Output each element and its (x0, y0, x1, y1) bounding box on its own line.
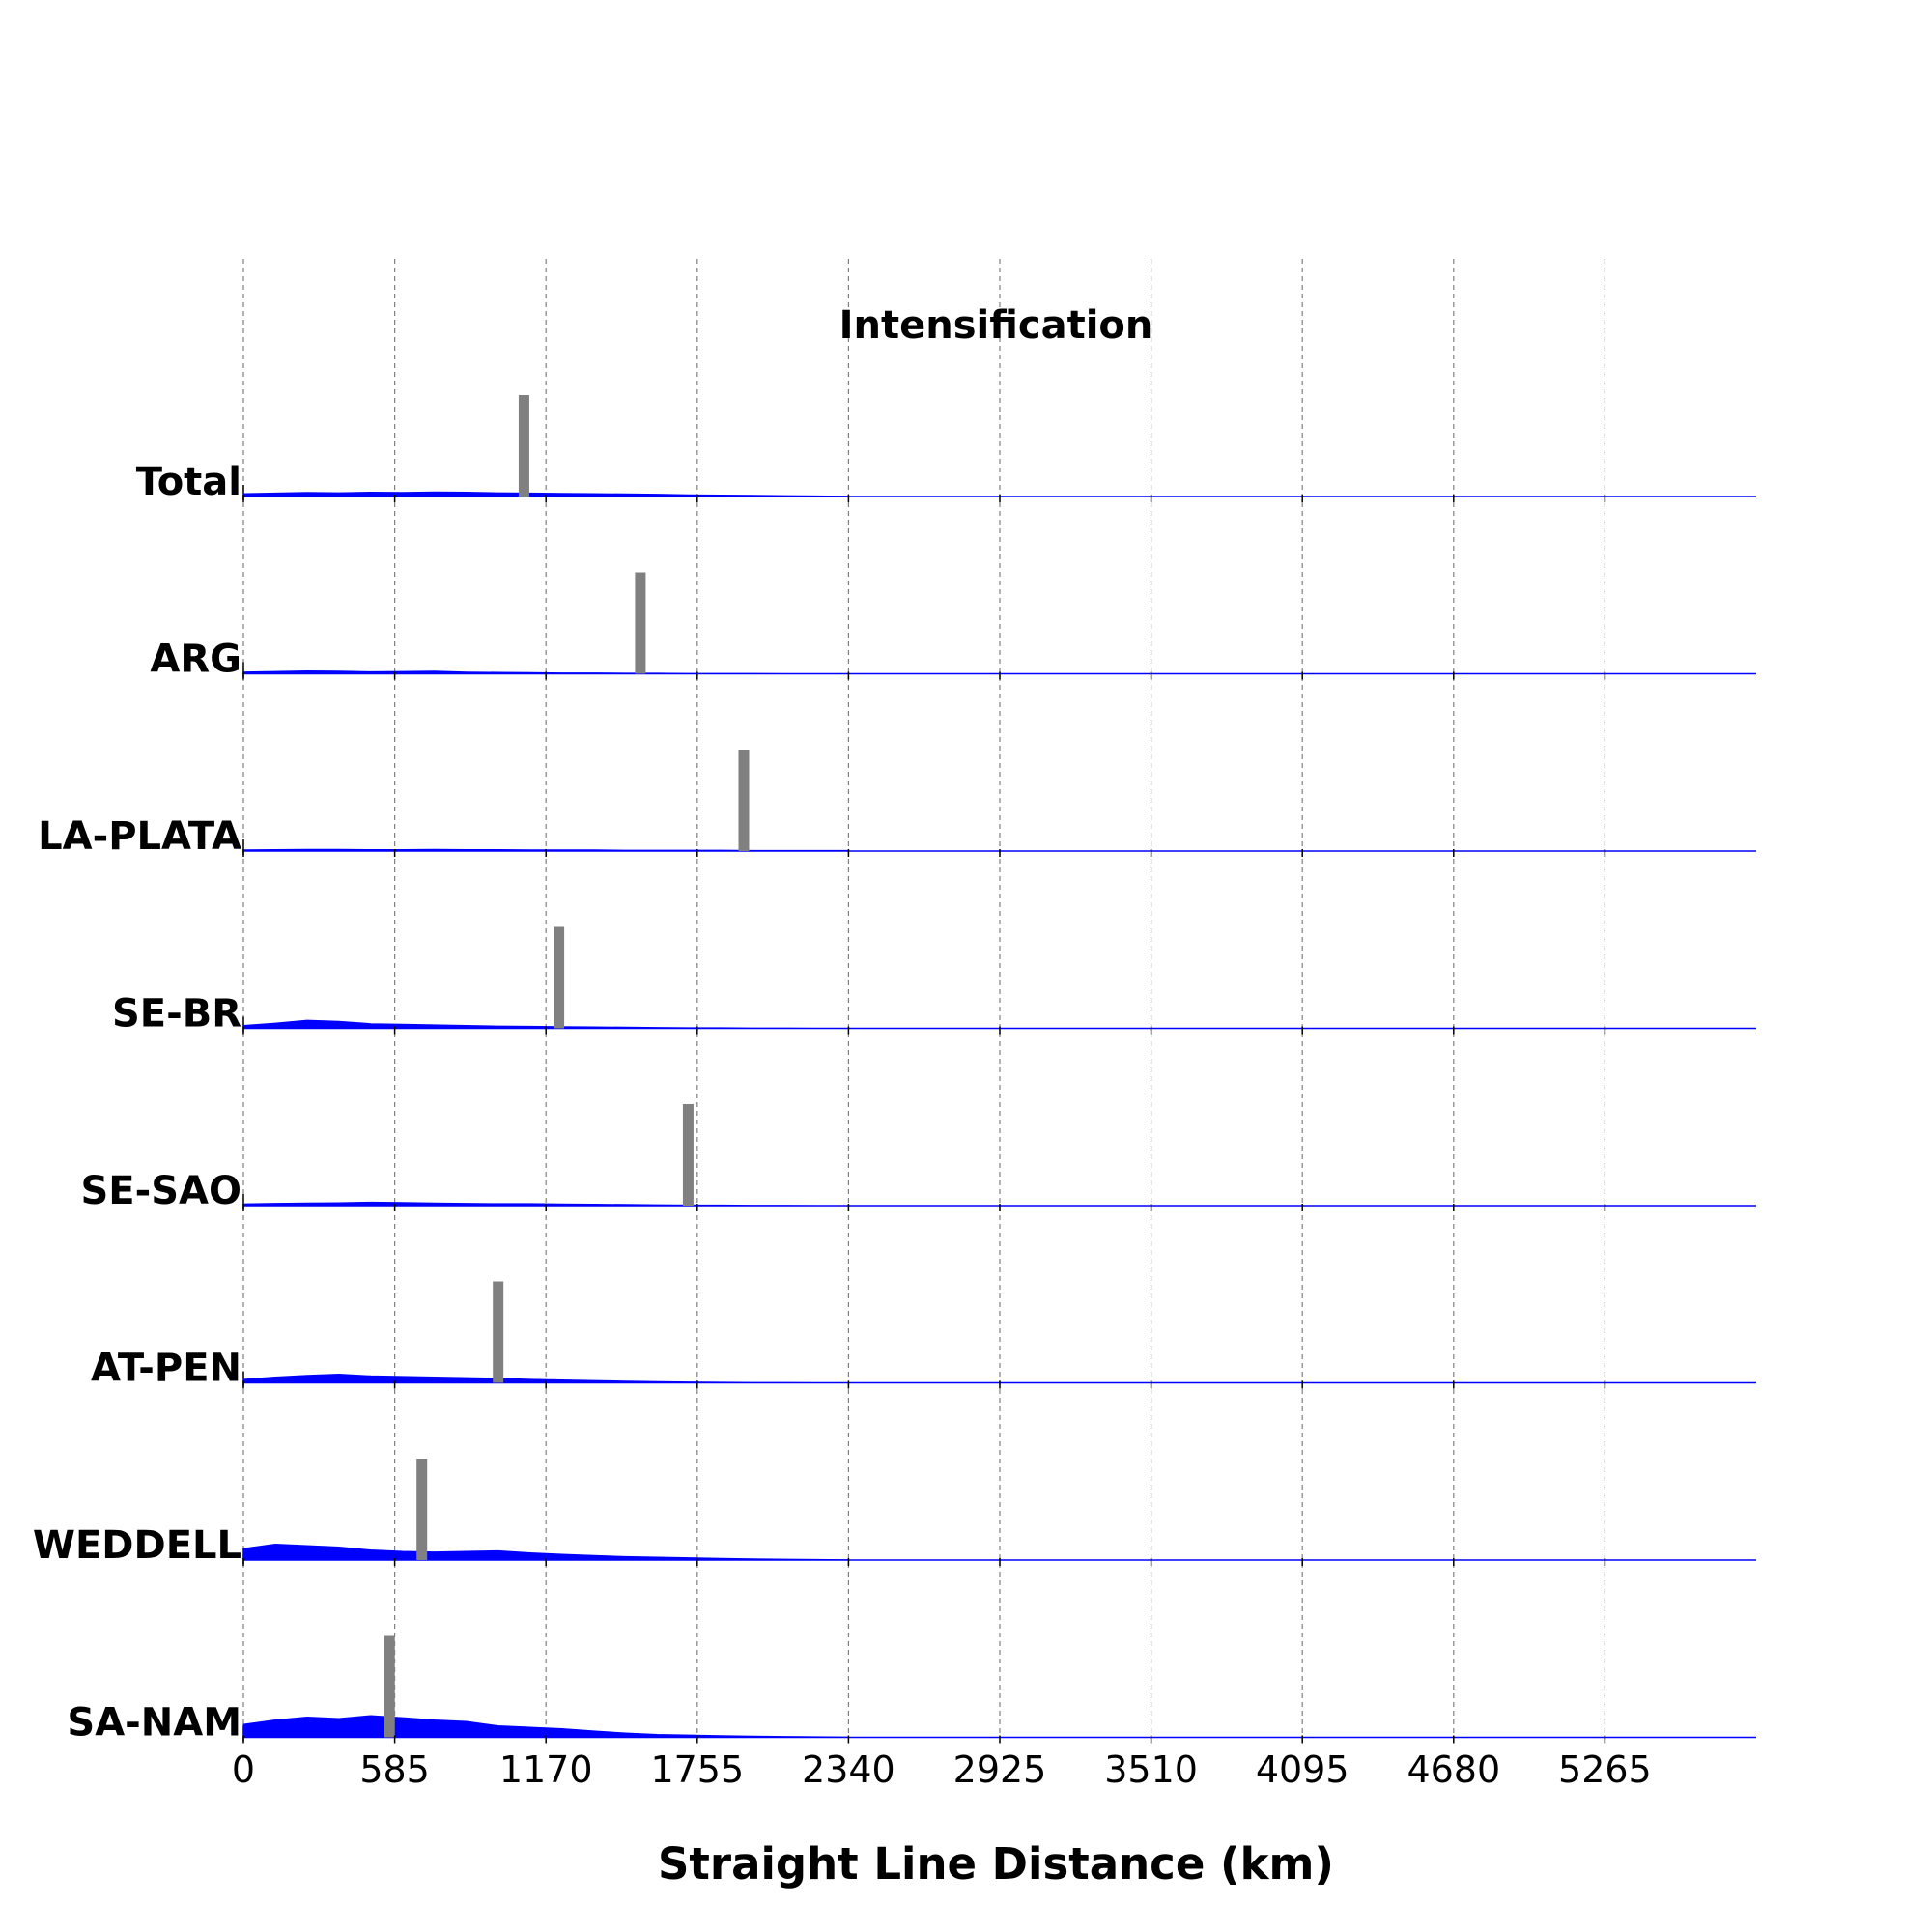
row-label: SA-NAM (67, 1701, 242, 1746)
chart-title: Intensification (839, 303, 1153, 348)
density-profile (242, 1373, 849, 1383)
density-profile (242, 1715, 849, 1738)
marker-bar (518, 395, 529, 497)
marker-bar (738, 750, 750, 851)
x-tick-label-2: 1170 (499, 1748, 593, 1791)
x-axis-label: Straight Line Distance (km) (658, 1838, 1334, 1889)
row-la-plata: LA-PLATA (38, 750, 1756, 859)
row-se-sao: SE-SAO (80, 1104, 1756, 1213)
row-label: WEDDELL (33, 1523, 242, 1568)
row-se-br: SE-BR (112, 926, 1756, 1037)
marker-bar (635, 572, 646, 674)
row-label: ARG (150, 638, 242, 682)
row-arg: ARG (150, 572, 1756, 682)
density-profile (242, 1543, 849, 1561)
x-axis-ticks: 0 585 1170 1755 2340 2925 3510 4095 4680 5265 (232, 1748, 1652, 1791)
x-tick-label-6: 3510 (1104, 1748, 1198, 1791)
row-label: SE-SAO (80, 1169, 242, 1213)
marker-bar (554, 926, 565, 1029)
grid-layer (242, 259, 1606, 1737)
row-label: AT-PEN (91, 1347, 242, 1391)
row-label: Total (136, 460, 242, 504)
row-weddell: WEDDELL (33, 1459, 1756, 1568)
row-sa-nam: SA-NAM (67, 1635, 1756, 1746)
marker-bar (416, 1459, 428, 1560)
x-tick-label-0: 0 (232, 1748, 255, 1791)
row-total: Total (136, 395, 1756, 504)
marker-bar (493, 1281, 504, 1383)
x-tick-label-7: 4095 (1256, 1748, 1350, 1791)
row-label: LA-PLATA (38, 814, 242, 859)
row-label: SE-BR (112, 992, 242, 1037)
x-tick-label-4: 2340 (802, 1748, 895, 1791)
x-tick-label-8: 4680 (1406, 1748, 1500, 1791)
x-tick-label-9: 5265 (1558, 1748, 1652, 1791)
marker-bar (682, 1104, 694, 1206)
marker-bar (384, 1635, 395, 1738)
row-at-pen: AT-PEN (91, 1281, 1756, 1391)
x-tick-label-3: 1755 (650, 1748, 744, 1791)
rows-layer: Total ARG LA-PLATA SE-BR SE-SAO AT-PEN WEDDELL… (33, 395, 1756, 1746)
x-tick-label-5: 2925 (953, 1748, 1047, 1791)
x-tick-label-1: 585 (359, 1748, 430, 1791)
